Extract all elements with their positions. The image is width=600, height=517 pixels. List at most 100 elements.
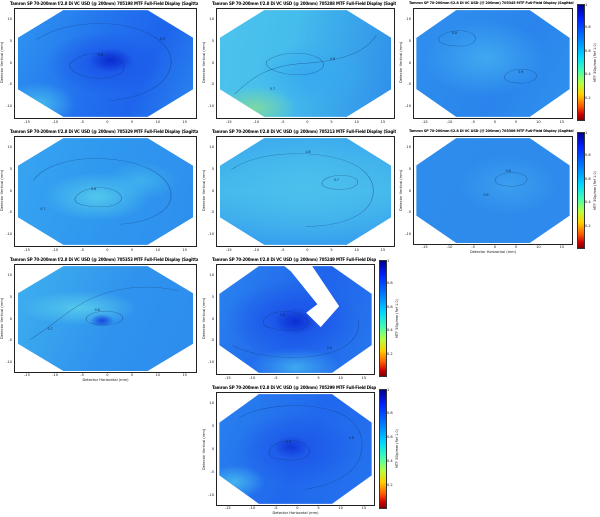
x-tick: 10	[155, 373, 161, 377]
y-tick: 10	[209, 17, 214, 21]
colorbar-tick: 0.6	[387, 435, 393, 439]
x-axis-label: Detector Horizontal (mm)	[272, 511, 319, 515]
colorbar-gradient	[379, 389, 387, 509]
y-axis-ticks: 10 5 0 -5 -10	[6, 264, 13, 373]
contour-lines	[36, 23, 172, 101]
x-tick: 5	[514, 120, 518, 124]
x-tick: 0	[493, 120, 497, 124]
colorbar-row4: 1 0.8 0.6 0.4 0.2 MTF 30lp/mm (Ref 1.0)	[379, 388, 400, 509]
x-tick: 0	[306, 120, 309, 124]
colorbar-tick: 0.2	[387, 483, 393, 487]
panel-title: Tamron SP 70-200mm f/2.8 Di VC USD (@ 20…	[212, 1, 396, 6]
y-tick: 5	[9, 38, 12, 43]
colorbar-label: MTF 30lp/mm (Ref 1.0)	[593, 171, 597, 210]
x-tick: 10	[338, 506, 343, 510]
x-tick: 10	[354, 248, 359, 252]
y-tick: 5	[408, 38, 411, 43]
x-tick: -5	[280, 120, 285, 124]
x-tick: 10	[155, 120, 161, 124]
colorbar-tick: 0.6	[585, 48, 591, 53]
contour-plot: 0.8 0.9	[413, 136, 573, 245]
contour-plot: 0.8 0.7	[216, 136, 395, 247]
y-axis-ticks: 10 5 0 -5 -10	[6, 136, 13, 245]
y-tick: -10	[208, 360, 214, 364]
colorbar-tick: 1	[585, 131, 588, 136]
colorbar-tick: 0.2	[387, 351, 393, 356]
contour-plot: 0.8 0.9	[413, 8, 573, 119]
colorbar-row1: 1 0.8 0.6 0.4 0.2 MTF 30lp/mm (Ref 1.0)	[577, 3, 599, 121]
x-tick: -5	[80, 373, 84, 377]
x-tick: -10	[249, 376, 256, 380]
x-tick: -15	[421, 245, 428, 249]
x-tick: 0	[306, 248, 309, 252]
y-axis-ticks: 10 5 0 -5 -10	[208, 392, 215, 506]
y-tick: -5	[210, 338, 214, 343]
y-tick: 10	[7, 273, 12, 277]
contour-label: 0.8	[94, 307, 100, 312]
x-tick: 15	[559, 245, 565, 249]
x-tick: 10	[536, 245, 541, 249]
x-axis-ticks: -15 -10 -5 0 5 10 15	[14, 120, 197, 125]
colorbar-gradient	[577, 132, 585, 249]
x-tick: 15	[559, 120, 565, 124]
colorbar-tick: 0.8	[387, 281, 393, 286]
x-tick: 15	[182, 373, 187, 377]
contour-lines	[32, 158, 172, 225]
x-tick: 0	[493, 245, 497, 249]
y-axis-ticks: 10 5 0 -5 -10	[405, 8, 412, 117]
contour-label: 0.8	[330, 56, 336, 61]
y-tick: -10	[208, 493, 214, 497]
mtf-panel-705198: Tamron SP 70-200mm f/2.8 Di VC USD (@ 20…	[0, 0, 200, 127]
contour-label: 0.9	[518, 70, 524, 75]
x-axis-ticks: -15 -10 -5 0 5 10 15	[216, 120, 395, 125]
panel-title: Tamron SP 70-200mm f/2.8 Di VC USD (@ 20…	[212, 385, 376, 390]
x-axis-ticks: -15 -10 -5 0 5 10 15	[216, 248, 395, 253]
x-axis-ticks: -15 -10 -5 0 5 10 15	[14, 248, 197, 253]
x-tick: 15	[380, 120, 386, 124]
contour-label: 0.8	[279, 312, 285, 317]
x-axis-label: Detector Horizontal (mm)	[82, 378, 129, 382]
x-tick: 0	[296, 506, 299, 510]
x-tick: 15	[182, 120, 187, 124]
contour-lines	[29, 286, 179, 341]
colorbar-tick: 0.2	[585, 223, 591, 228]
x-tick: -5	[80, 248, 84, 252]
y-axis-ticks: 10 5 0 -5 -10	[208, 264, 215, 373]
colorbar-tick: 1	[387, 388, 390, 393]
y-tick: -5	[407, 210, 411, 215]
contour-lines	[494, 172, 528, 187]
contour-label: 0.7	[333, 178, 339, 183]
mtf-panel-705306: Tamron SP 70-200mm f/2.8 Di VC USD (@ 20…	[399, 128, 576, 255]
colorbar-row2: 1 0.8 0.6 0.4 0.2 MTF 30lp/mm (Ref 1.0)	[577, 131, 599, 249]
x-axis-ticks: -15 -10 -5 0 5 10 15	[14, 373, 197, 378]
x-tick: -15	[421, 120, 428, 124]
y-tick: -10	[6, 360, 12, 364]
y-tick: 0	[9, 60, 12, 65]
colorbar-tick: 0.6	[585, 176, 591, 181]
y-axis-ticks: 10 5 0 -5 -10	[208, 136, 215, 245]
x-tick: 5	[330, 248, 333, 252]
mtf-field	[17, 138, 194, 245]
x-tick: -5	[273, 376, 278, 380]
x-tick: 15	[380, 248, 386, 252]
colorbar-label: MTF 30lp/mm (Ref 1.0)	[593, 43, 597, 82]
x-tick: -10	[253, 248, 260, 252]
colorbar-tick: 0.4	[387, 328, 393, 333]
x-axis-ticks: -15 -10 -5 0 5 10 15	[216, 376, 375, 381]
x-tick: 5	[514, 245, 518, 249]
x-tick: 15	[182, 248, 187, 252]
contour-plot: 0.8 0.7	[14, 136, 197, 247]
contour-plot: 0.8 0.9	[14, 8, 197, 119]
mtf-panel-705249: Tamron SP 70-200mm f/2.8 Di VC USD (@ 20…	[202, 256, 378, 383]
contour-label: 0.8	[98, 52, 104, 57]
y-tick: -10	[208, 232, 214, 236]
x-tick: 0	[106, 373, 109, 377]
x-tick: 10	[155, 248, 161, 252]
y-axis-ticks: 10 5 0 -5 -10	[6, 8, 13, 117]
mtf-field	[219, 10, 392, 117]
colorbar-tick: 0.4	[585, 200, 591, 205]
x-tick: -10	[52, 373, 59, 377]
x-tick: -15	[224, 376, 231, 380]
y-tick: -10	[405, 104, 411, 108]
x-axis-ticks: -15 -10 -5 0 5 10 15	[216, 506, 375, 511]
